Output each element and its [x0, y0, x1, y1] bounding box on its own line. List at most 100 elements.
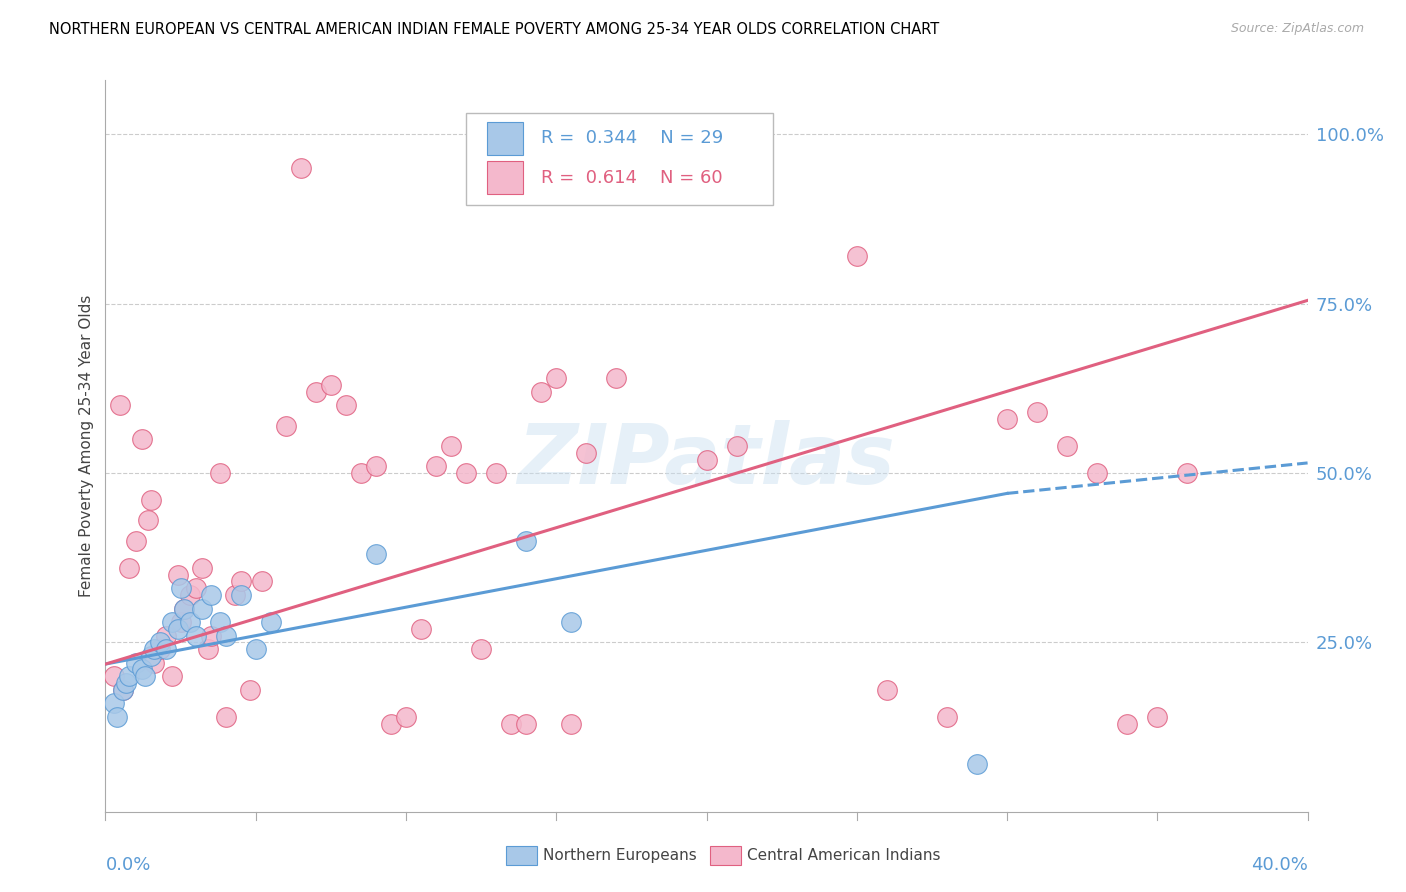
FancyBboxPatch shape [467, 113, 773, 204]
Point [115, 676, 138, 690]
Point [139, 493, 162, 508]
Bar [486, 161, 523, 194]
Point [305, 384, 328, 399]
Point [224, 588, 246, 602]
Y-axis label: Female Poverty Among 25-34 Year Olds: Female Poverty Among 25-34 Year Olds [79, 295, 94, 597]
Point [229, 588, 252, 602]
Point [350, 466, 373, 480]
Point [184, 629, 207, 643]
Point [190, 561, 212, 575]
Point [118, 669, 141, 683]
Point [530, 384, 553, 399]
Point [440, 439, 463, 453]
Point [179, 588, 201, 602]
Point [485, 466, 508, 480]
Point [1056, 439, 1078, 453]
Point [1177, 466, 1199, 480]
Point [380, 716, 402, 731]
Point [515, 533, 537, 548]
Point [239, 682, 262, 697]
Point [142, 656, 165, 670]
Point [208, 466, 231, 480]
Point [179, 615, 201, 629]
Point [155, 642, 177, 657]
Point [184, 581, 207, 595]
Text: Central American Indians: Central American Indians [747, 848, 941, 863]
Point [245, 642, 267, 657]
Point [560, 716, 582, 731]
Point [319, 378, 342, 392]
Point [148, 642, 170, 657]
Point [139, 648, 162, 663]
Point [290, 161, 312, 176]
Point [605, 371, 627, 385]
Text: Source: ZipAtlas.com: Source: ZipAtlas.com [1230, 22, 1364, 36]
Point [409, 622, 432, 636]
Point [995, 412, 1018, 426]
Point [425, 459, 447, 474]
Point [136, 514, 159, 528]
Point [173, 601, 195, 615]
Point [124, 656, 146, 670]
Point [200, 588, 222, 602]
Point [112, 682, 135, 697]
Point [214, 629, 236, 643]
Point [1116, 716, 1139, 731]
Point [142, 642, 165, 657]
Point [118, 561, 141, 575]
Point [1085, 466, 1108, 480]
Point [546, 371, 568, 385]
Point [160, 669, 183, 683]
Point [155, 629, 177, 643]
Point [876, 682, 898, 697]
Text: 40.0%: 40.0% [1251, 855, 1308, 873]
Point [160, 615, 183, 629]
Text: Northern Europeans: Northern Europeans [543, 848, 696, 863]
Point [134, 669, 156, 683]
Point [229, 574, 252, 589]
Point [696, 452, 718, 467]
Point [197, 642, 219, 657]
Point [166, 622, 188, 636]
Point [107, 710, 129, 724]
Point [470, 642, 492, 657]
Point [845, 249, 868, 263]
Point [456, 466, 478, 480]
Point [575, 446, 598, 460]
Point [364, 459, 387, 474]
Point [103, 669, 125, 683]
Point [1146, 710, 1168, 724]
Text: ZIPatlas: ZIPatlas [517, 420, 896, 501]
Text: R =  0.614    N = 60: R = 0.614 N = 60 [541, 169, 723, 186]
Point [966, 757, 988, 772]
Point [110, 398, 132, 412]
Point [250, 574, 273, 589]
Bar [486, 122, 523, 154]
Point [173, 601, 195, 615]
Point [208, 615, 231, 629]
Point [112, 682, 135, 697]
Point [131, 663, 153, 677]
Point [501, 716, 523, 731]
Point [364, 547, 387, 561]
Point [200, 629, 222, 643]
Point [395, 710, 418, 724]
Point [169, 615, 191, 629]
Text: NORTHERN EUROPEAN VS CENTRAL AMERICAN INDIAN FEMALE POVERTY AMONG 25-34 YEAR OLD: NORTHERN EUROPEAN VS CENTRAL AMERICAN IN… [49, 22, 939, 37]
Point [515, 716, 537, 731]
Point [1026, 405, 1049, 419]
Text: 0.0%: 0.0% [105, 855, 150, 873]
Point [131, 432, 153, 446]
Point [169, 581, 191, 595]
Point [214, 710, 236, 724]
Point [560, 615, 582, 629]
Point [936, 710, 959, 724]
Point [260, 615, 283, 629]
Point [335, 398, 357, 412]
Text: R =  0.344    N = 29: R = 0.344 N = 29 [541, 129, 723, 147]
Point [166, 567, 188, 582]
Point [190, 601, 212, 615]
Point [148, 635, 170, 649]
Point [274, 418, 297, 433]
Point [725, 439, 748, 453]
